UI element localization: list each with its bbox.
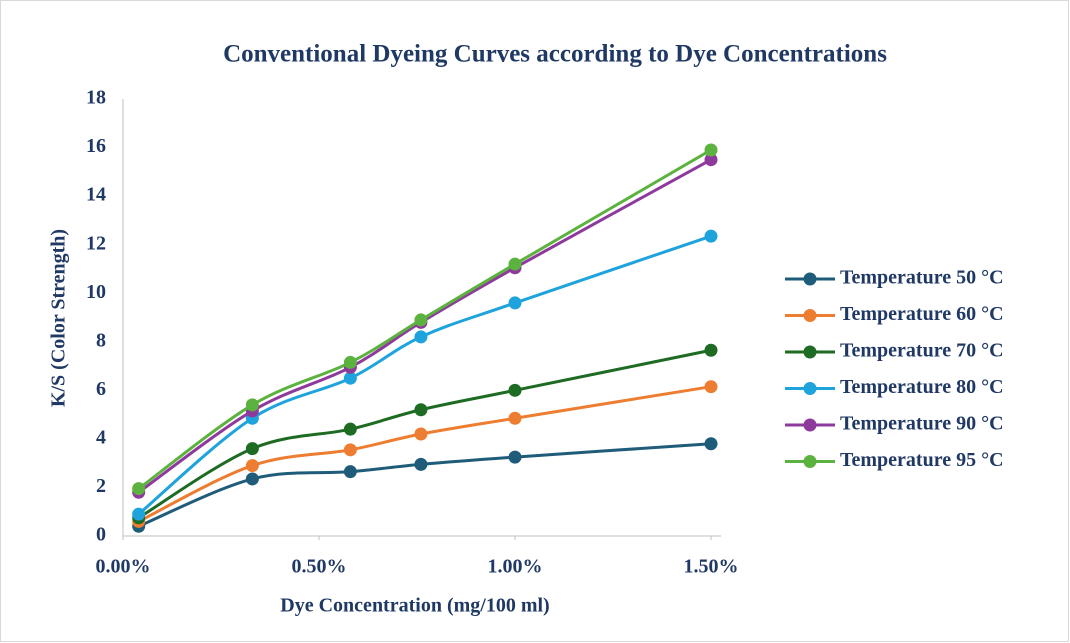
y-axis-label: K/S (Color Strength) <box>48 229 70 407</box>
legend-marker <box>803 309 817 322</box>
y-tick-label: 14 <box>86 184 106 206</box>
y-tick-label: 4 <box>96 426 106 448</box>
legend-marker <box>803 382 817 395</box>
data-point <box>508 296 522 310</box>
legend-label: Temperature 90 °C <box>840 413 1004 435</box>
series-line <box>137 148 712 490</box>
data-point <box>245 442 259 456</box>
legend-label: Temperature 50 °C <box>840 267 1004 289</box>
y-tick-label: 0 <box>96 524 106 546</box>
data-point <box>414 457 428 471</box>
data-point <box>508 383 522 397</box>
data-point <box>245 398 259 412</box>
data-point <box>343 422 357 436</box>
x-axis-label: Dye Concentration (mg/100 ml) <box>280 595 549 617</box>
series-line <box>137 234 712 516</box>
legend-label: Temperature 70 °C <box>840 340 1004 362</box>
data-point <box>414 427 428 441</box>
data-point <box>704 229 718 243</box>
y-tick-label: 10 <box>86 281 106 303</box>
series-line <box>138 385 712 523</box>
x-tick-label: 1.00% <box>488 556 543 578</box>
data-point <box>508 450 522 464</box>
legend-marker <box>803 272 817 286</box>
legend-label: Temperature 95 °C <box>840 449 1004 471</box>
x-tick-label: 0.50% <box>292 556 347 578</box>
chart-title: Conventional Dyeing Curves according to … <box>223 41 887 68</box>
legend-marker <box>803 455 817 468</box>
x-tick-label: 1.50% <box>684 556 739 578</box>
data-point <box>343 355 357 369</box>
data-point <box>245 472 259 486</box>
legend-marker <box>803 345 817 359</box>
legend-label: Temperature 60 °C <box>840 303 1004 325</box>
series-line <box>138 442 712 528</box>
data-point <box>343 465 357 479</box>
y-tick-label: 8 <box>96 329 106 351</box>
series-line <box>137 348 712 520</box>
series-line <box>137 158 712 494</box>
data-point <box>414 330 428 344</box>
data-point <box>508 411 522 425</box>
data-point <box>245 459 259 473</box>
data-point <box>508 257 522 271</box>
y-tick-label: 16 <box>86 135 106 157</box>
x-tick-label: 0.00% <box>96 556 151 578</box>
y-tick-label: 18 <box>86 87 106 109</box>
y-tick-label: 2 <box>96 475 106 497</box>
data-point <box>704 380 718 394</box>
legend-marker <box>803 418 817 432</box>
data-point <box>704 437 718 451</box>
y-tick-label: 12 <box>86 232 106 254</box>
legend-label: Temperature 80 °C <box>840 376 1004 398</box>
data-point <box>343 443 357 457</box>
data-point <box>704 143 718 157</box>
data-point <box>343 371 357 385</box>
data-point <box>132 482 146 496</box>
data-point <box>132 507 146 521</box>
data-point <box>704 153 718 167</box>
data-point <box>414 403 428 417</box>
data-point <box>704 343 718 357</box>
data-point <box>414 313 428 327</box>
y-tick-label: 6 <box>96 378 106 400</box>
